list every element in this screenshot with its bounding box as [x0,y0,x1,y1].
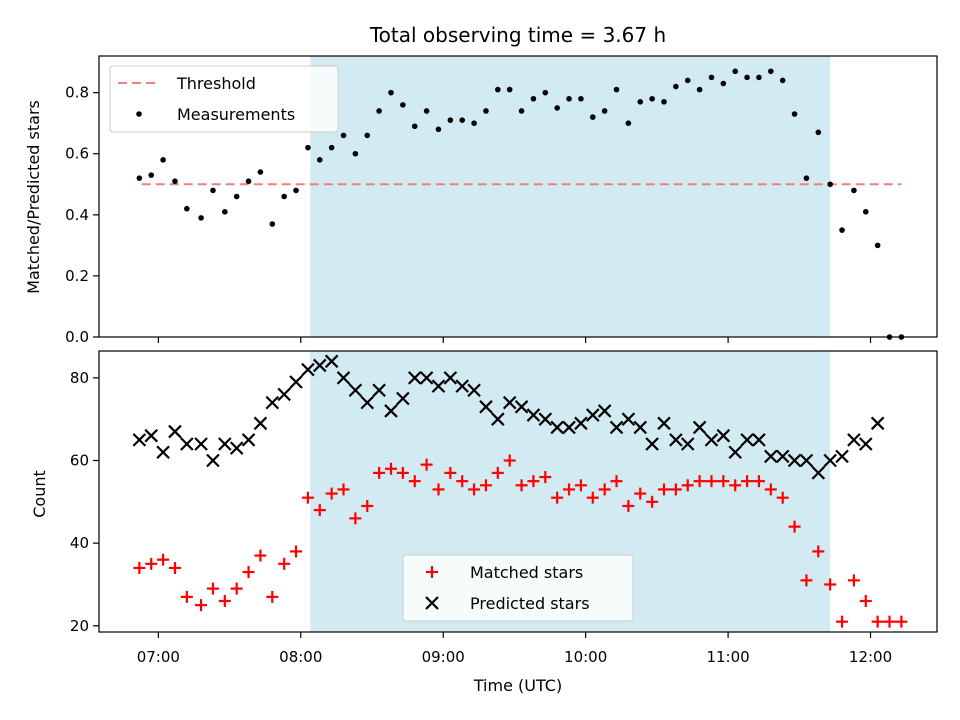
y-tick-label: 40 [70,534,89,552]
measurement-point [732,68,738,74]
measurement-point [673,84,679,90]
x-tick-label: 11:00 [706,648,749,666]
measurement-point [148,172,154,178]
measurement-point [495,87,501,93]
measurement-point [721,81,727,87]
x-tick-label: 12:00 [849,648,892,666]
measurement-point [756,75,762,81]
measurement-point [246,178,252,184]
measurement-point [566,96,572,102]
measurement-point [353,151,359,157]
measurement-point [768,68,774,74]
y-tick-label: 0.8 [65,84,89,102]
measurement-point [412,123,418,129]
measurement-point [851,188,857,194]
y-tick-label: 0.4 [65,206,89,224]
threshold-legend-label: Threshold [176,74,256,93]
measurement-point [709,75,715,81]
measurement-point [317,157,323,163]
measurement-point [400,102,406,108]
measurement-point [816,130,822,136]
y-tick-label: 20 [70,617,89,635]
x-tick-label: 07:00 [137,648,180,666]
measurement-point [637,99,643,105]
measurement-point [388,90,394,96]
measurement-point [531,96,537,102]
measurement-point [222,209,228,215]
y-tick-label: 80 [70,369,89,387]
figure: Total observing time = 3.67 h 0.0 0.2 0.4 0… [0,0,960,720]
measurement-point [578,96,584,102]
measurement-point [626,120,632,126]
measurements-legend-label: Measurements [177,105,295,124]
measurement-point [281,194,287,200]
x-tick-label: 08:00 [279,648,322,666]
y-tick-label: 0.6 [65,145,89,163]
measurement-point [471,120,477,126]
measurement-point [364,133,370,139]
measurement-point [305,145,311,151]
measurement-point [198,215,204,221]
measurement-point [483,108,489,114]
y-tick-label: 0.2 [65,267,89,285]
measurement-point [210,188,216,194]
measurement-point [602,108,608,114]
y-tick-label: 60 [70,452,89,470]
measurement-point [376,108,382,114]
measurement-point [875,243,881,249]
measurement-point [614,87,620,93]
measurement-point [269,221,275,227]
measurement-point [685,78,691,84]
measurements-legend-swatch [136,111,142,117]
matched-legend-label: Matched stars [470,563,583,582]
x-tick-label: 09:00 [422,648,465,666]
measurement-point [697,87,703,93]
measurement-point [543,90,549,96]
measurement-point [258,169,264,175]
measurement-point [554,105,560,111]
measurement-point [507,87,513,93]
measurement-point [744,75,750,81]
top-legend: Threshold Measurements [110,66,338,132]
measurement-point [436,127,442,133]
measurement-point [293,188,299,194]
measurement-point [160,157,166,163]
measurement-point [137,175,143,181]
bottom-legend: Matched stars Predicted stars [403,555,633,621]
x-tick-label: 10:00 [564,648,607,666]
measurement-point [804,175,810,181]
measurement-point [184,206,190,212]
measurement-point [459,117,465,123]
y-tick-label: 0.0 [65,328,89,346]
measurement-point [424,108,430,114]
measurement-point [341,133,347,139]
measurement-point [661,99,667,105]
measurement-point [863,209,869,215]
measurement-point [519,108,525,114]
measurement-point [590,114,596,120]
measurement-point [329,145,335,151]
measurement-point [827,181,833,187]
measurement-point [172,178,178,184]
measurement-point [448,117,454,123]
top-chart-title: Total observing time = 3.67 h [369,23,666,47]
predicted-legend-label: Predicted stars [470,594,590,613]
measurement-point [780,78,786,84]
measurement-point [649,96,655,102]
bottom-y-axis-label: Count [30,470,49,518]
top-y-axis-label: Matched/Predicted stars [24,100,43,294]
measurement-point [234,194,240,200]
x-axis-label: Time (UTC) [473,676,562,695]
measurement-point [839,227,845,233]
measurement-point [792,111,798,117]
